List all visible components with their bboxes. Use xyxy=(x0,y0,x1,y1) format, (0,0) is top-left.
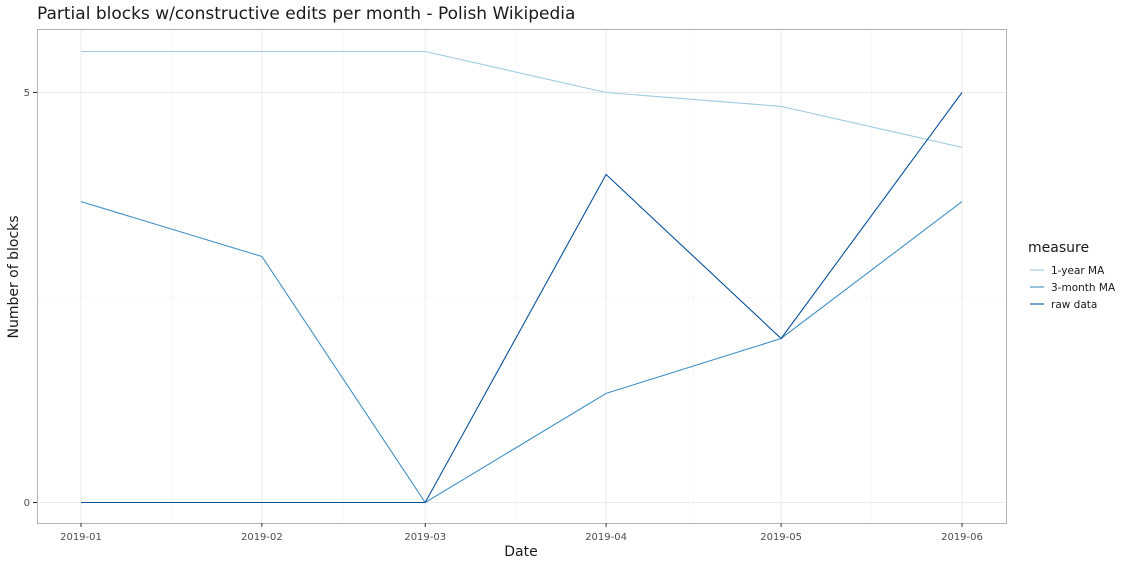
minor-gridlines xyxy=(38,30,1005,522)
major-gridlines xyxy=(38,30,1005,522)
x-tick-label: 2019-06 xyxy=(941,532,983,543)
y-axis-title: Number of blocks xyxy=(6,215,22,338)
x-tick-label: 2019-05 xyxy=(760,532,802,543)
y-tick-label: 0 xyxy=(24,498,30,509)
chart-title: Partial blocks w/constructive edits per … xyxy=(37,4,575,24)
series-line-raw-data xyxy=(81,92,963,504)
legend-title: measure xyxy=(1028,240,1089,256)
y-axis: 05 xyxy=(24,88,37,509)
x-tick-label: 2019-01 xyxy=(60,532,102,543)
y-tick-label: 5 xyxy=(24,88,30,99)
x-tick-label: 2019-02 xyxy=(241,532,283,543)
legend-label: raw data xyxy=(1051,299,1097,311)
x-axis-title: Date xyxy=(504,544,537,560)
x-tick-label: 2019-03 xyxy=(404,532,446,543)
x-axis: 2019-01 2019-02 2019-03 2019-04 2019-05 2019-… xyxy=(60,523,983,543)
series-line-3-month-ma xyxy=(80,201,963,504)
plot-panel xyxy=(37,29,1007,524)
legend-label: 3-month MA xyxy=(1051,282,1116,294)
series-line-1-year-ma xyxy=(81,50,963,148)
legend: measure 1-year MA 3-month MA raw data xyxy=(1028,240,1116,311)
legend-label: 1-year MA xyxy=(1051,265,1105,277)
x-tick-label: 2019-04 xyxy=(585,532,627,543)
series-lines xyxy=(80,50,963,504)
